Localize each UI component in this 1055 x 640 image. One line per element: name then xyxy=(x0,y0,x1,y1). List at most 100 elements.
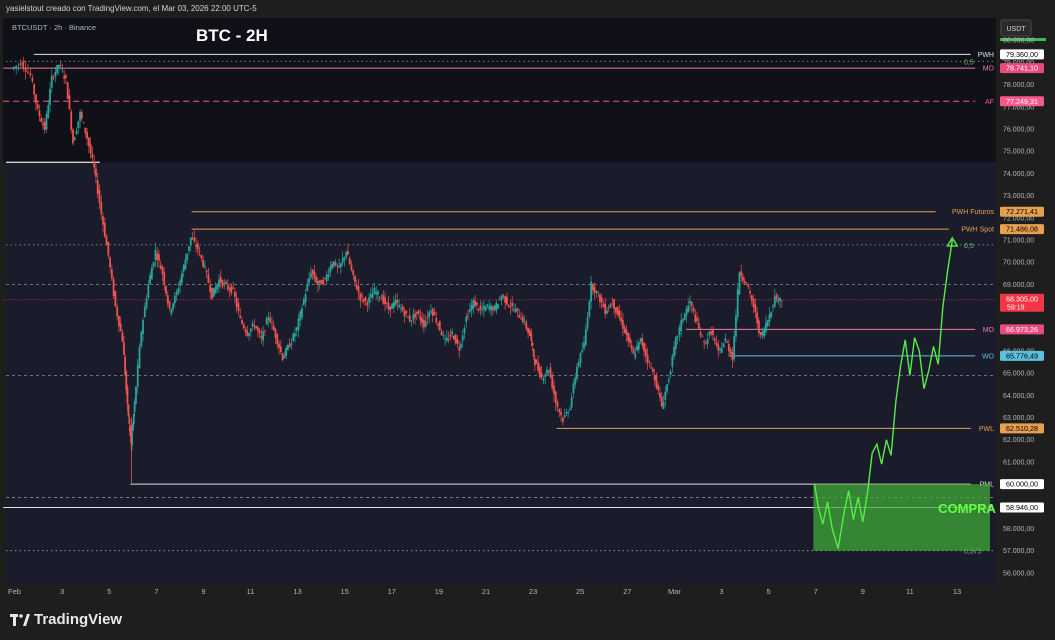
candle-body xyxy=(749,291,751,294)
candle-body xyxy=(673,346,676,357)
candle-body xyxy=(500,295,503,301)
candle-body xyxy=(490,305,492,311)
x-tick-label: 27 xyxy=(623,587,631,596)
candle-body xyxy=(613,299,615,309)
y-tick-label: 70.000,00 xyxy=(1003,260,1034,267)
axis-indicator xyxy=(1000,38,1046,41)
y-tick-label: 56.000,00 xyxy=(1003,570,1034,577)
candle-body xyxy=(412,314,415,320)
candle-body xyxy=(431,308,434,316)
candle-body xyxy=(350,264,353,270)
candle-body xyxy=(467,315,469,317)
level-label: WO xyxy=(982,353,995,360)
candle-body xyxy=(159,265,162,269)
candle-body xyxy=(145,298,148,308)
candle-body xyxy=(657,384,660,391)
candle-body xyxy=(752,298,755,308)
candle-body xyxy=(278,343,280,348)
candle-body xyxy=(472,300,475,309)
candle-body xyxy=(196,243,199,250)
candle-body xyxy=(79,111,81,121)
candle-body xyxy=(384,297,386,305)
candle-body xyxy=(708,331,711,336)
candle-body xyxy=(308,278,310,284)
currency-button[interactable] xyxy=(1000,19,1032,37)
candle-body xyxy=(733,335,736,359)
y-tick-label: 75.000,00 xyxy=(1003,149,1034,156)
candle-body xyxy=(637,341,640,350)
candle-body xyxy=(317,281,319,285)
candle-body xyxy=(761,331,764,336)
candle-body xyxy=(461,335,464,341)
candle-body xyxy=(483,305,485,310)
candle-body xyxy=(382,295,385,304)
candle-body xyxy=(158,254,160,261)
symbol-info: BTCUSDT · 2h · Binance xyxy=(12,23,96,32)
candle-body xyxy=(474,300,477,307)
candle-body xyxy=(202,259,205,267)
price-chart[interactable]: 0,5 0,5 0,375 PWH MO AF PWH Futuros PWH Spot MO W… xyxy=(0,0,1055,600)
candle-body xyxy=(258,330,261,334)
candle-body xyxy=(468,309,471,312)
candle-body xyxy=(669,371,672,375)
x-tick-label: 9 xyxy=(861,587,865,596)
candle-body xyxy=(419,315,422,321)
candle-body xyxy=(597,291,600,293)
candle-body xyxy=(110,269,113,279)
level-label: PWH xyxy=(978,52,994,59)
candle-body xyxy=(712,329,714,336)
candle-body xyxy=(690,302,693,306)
candle-body xyxy=(304,294,307,303)
candle-body xyxy=(165,285,167,294)
candle-body xyxy=(75,130,78,135)
candle-body xyxy=(24,67,27,73)
candle-body xyxy=(59,64,62,67)
candle-body xyxy=(107,241,110,256)
chart-title: BTC - 2H xyxy=(196,26,268,45)
candle-body xyxy=(121,332,124,342)
candle-body xyxy=(114,291,117,307)
candle-body xyxy=(537,362,540,371)
projection-path xyxy=(813,239,953,549)
candle-body xyxy=(757,320,760,334)
candle-body xyxy=(38,110,41,117)
candle-body xyxy=(528,330,531,336)
candle-body xyxy=(288,344,291,348)
candle-body xyxy=(255,325,257,329)
candle-body xyxy=(179,280,182,286)
y-tick-label: 61.000,00 xyxy=(1003,459,1034,466)
candle-body xyxy=(253,325,256,327)
candle-body xyxy=(318,280,321,283)
candle-body xyxy=(551,374,554,388)
candle-body xyxy=(15,65,18,68)
candle-body xyxy=(131,433,133,446)
level-price-tag-value: 62.510,28 xyxy=(1006,424,1038,433)
candle-body xyxy=(607,307,610,309)
level-price-tag-value: 66.973,26 xyxy=(1006,325,1038,334)
candle-body xyxy=(653,375,656,381)
candle-body xyxy=(694,314,697,322)
x-tick-label: 25 xyxy=(576,587,584,596)
time-axis[interactable] xyxy=(6,584,996,600)
candle-body xyxy=(689,301,691,304)
candle-body xyxy=(125,371,128,390)
candle-body xyxy=(142,320,144,334)
candle-body xyxy=(373,288,376,295)
candle-body xyxy=(161,266,164,275)
candle-body xyxy=(65,75,67,78)
candle-body xyxy=(73,137,76,141)
y-tick-label: 65.000,00 xyxy=(1003,371,1034,378)
candle-body xyxy=(95,168,97,177)
candle-body xyxy=(408,315,411,322)
candle-body xyxy=(302,299,305,305)
candle-body xyxy=(359,293,362,301)
candle-body xyxy=(477,309,480,311)
candle-body xyxy=(260,335,263,339)
candle-body xyxy=(731,352,734,361)
y-tick-label: 71.000,00 xyxy=(1003,237,1034,244)
candle-body xyxy=(31,77,34,82)
candle-body xyxy=(444,339,446,340)
candle-body xyxy=(168,301,171,309)
level-label: PWL xyxy=(979,426,994,433)
candle-body xyxy=(156,253,159,260)
